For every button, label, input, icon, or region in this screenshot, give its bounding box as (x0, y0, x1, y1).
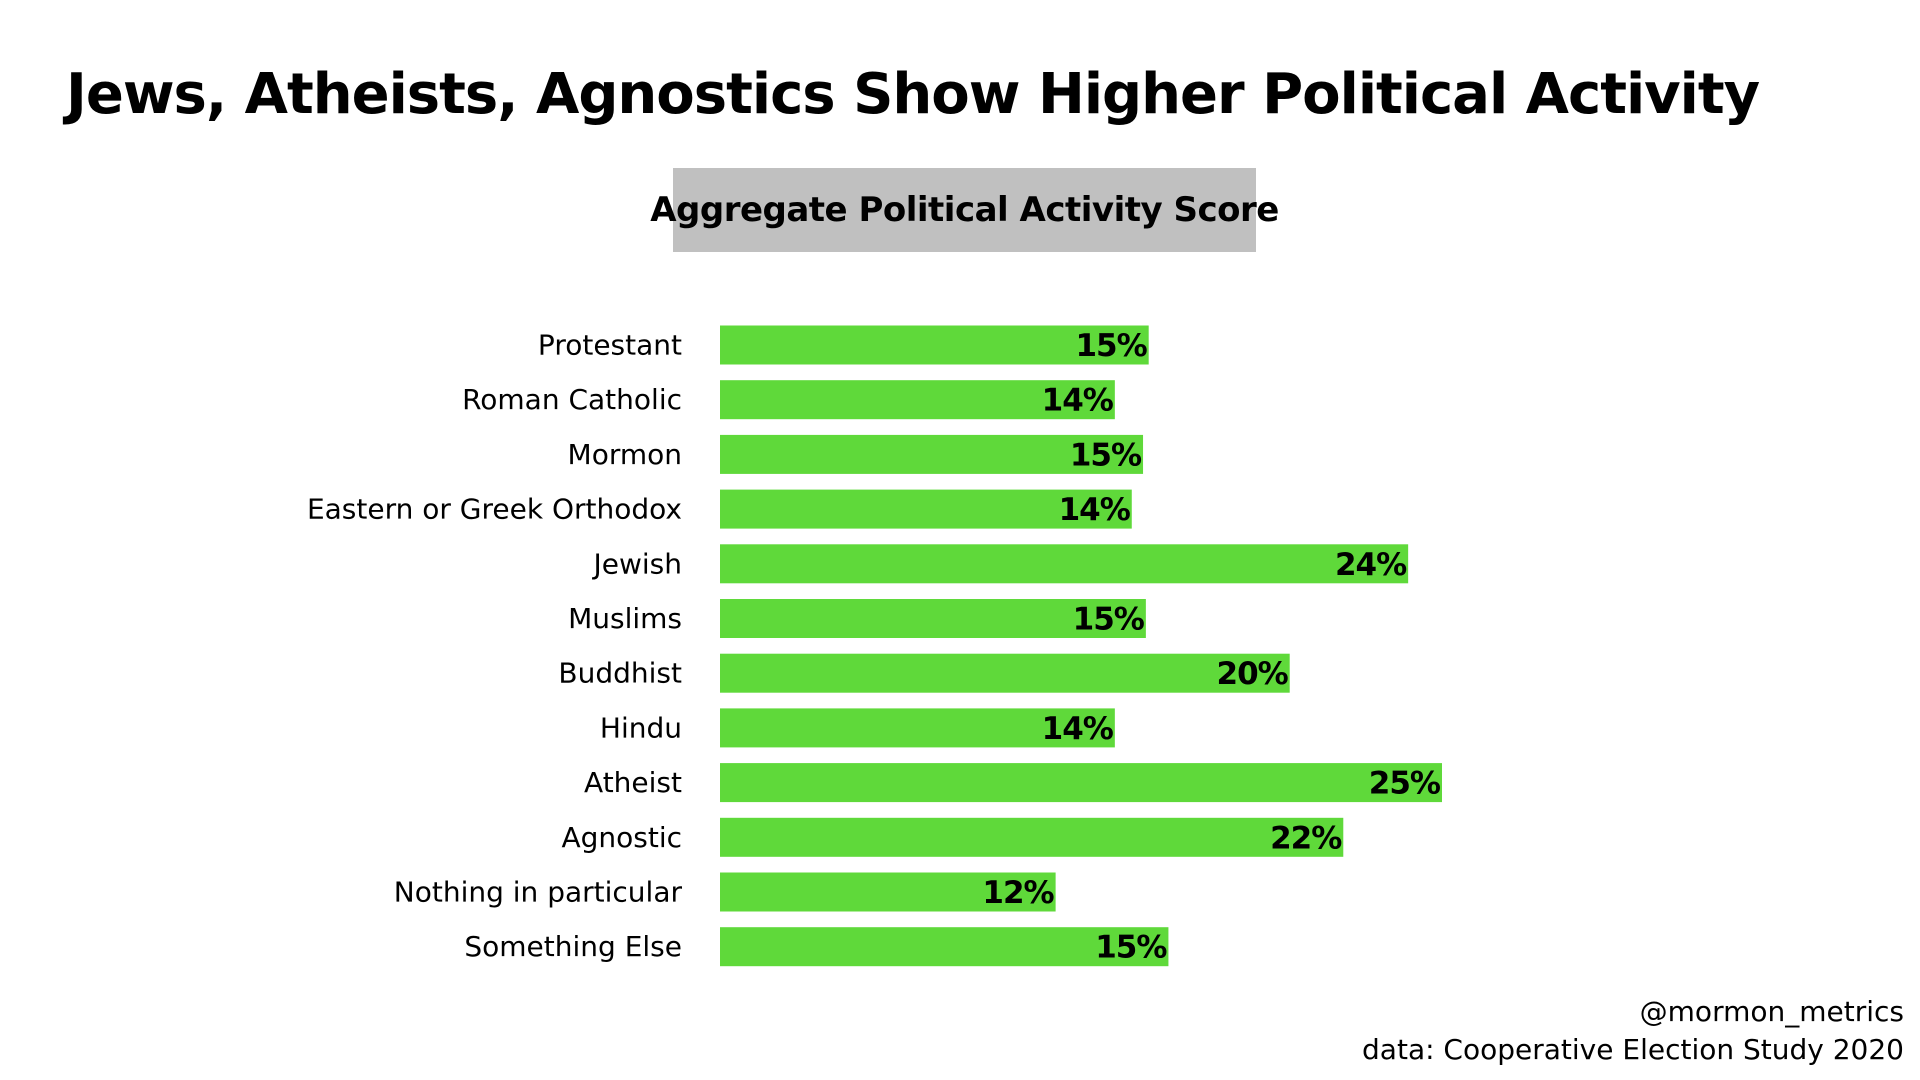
bar-value-label: 14% (1042, 711, 1114, 747)
category-label: Mormon (568, 438, 682, 471)
category-label: Buddhist (558, 657, 682, 690)
bar-value-label: 25% (1369, 766, 1441, 802)
bar (720, 489, 1132, 529)
bar (720, 380, 1115, 420)
subtitle-box: Aggregate Political Activity Score (650, 168, 1279, 252)
bar-value-label: 22% (1270, 820, 1342, 856)
chart-subtitle: Aggregate Political Activity Score (650, 190, 1279, 230)
bar-value-label: 15% (1073, 602, 1145, 638)
bar (720, 325, 1149, 365)
bar (720, 544, 1409, 584)
bar-value-label: 20% (1217, 656, 1289, 692)
bar (720, 927, 1169, 967)
category-label: Atheist (584, 766, 682, 799)
bar (720, 599, 1146, 638)
category-label: Agnostic (561, 821, 682, 854)
category-label: Nothing in particular (394, 876, 683, 909)
bar (720, 817, 1344, 857)
bar-chart: Protestant 15% Roman Catholic 14% Mormon 15% E… (307, 325, 1442, 967)
category-label: Roman Catholic (462, 383, 682, 416)
bar-value-label: 12% (982, 875, 1054, 911)
bar-value-label: 14% (1059, 492, 1131, 528)
category-label: Hindu (600, 711, 682, 744)
category-label: Protestant (538, 329, 682, 362)
category-label: Eastern or Greek Orthodox (307, 493, 682, 526)
category-label: Jewish (592, 547, 683, 580)
category-label: Muslims (568, 602, 682, 635)
bar (720, 434, 1144, 474)
bar (720, 872, 1056, 912)
bar (720, 653, 1290, 693)
bar-value-label: 24% (1335, 547, 1407, 583)
data-source: data: Cooperative Election Study 2020 (1362, 1033, 1904, 1066)
author-handle: @mormon_metrics (1639, 995, 1904, 1028)
bar (720, 763, 1442, 803)
category-label: Something Else (464, 930, 682, 963)
chart-title: Jews, Atheists, Agnostics Show Higher Po… (66, 62, 1760, 127)
bar-value-label: 15% (1095, 930, 1167, 966)
bar-value-label: 15% (1075, 328, 1147, 364)
bar (720, 708, 1115, 748)
bar-value-label: 14% (1042, 383, 1114, 419)
bar-value-label: 15% (1070, 437, 1142, 473)
